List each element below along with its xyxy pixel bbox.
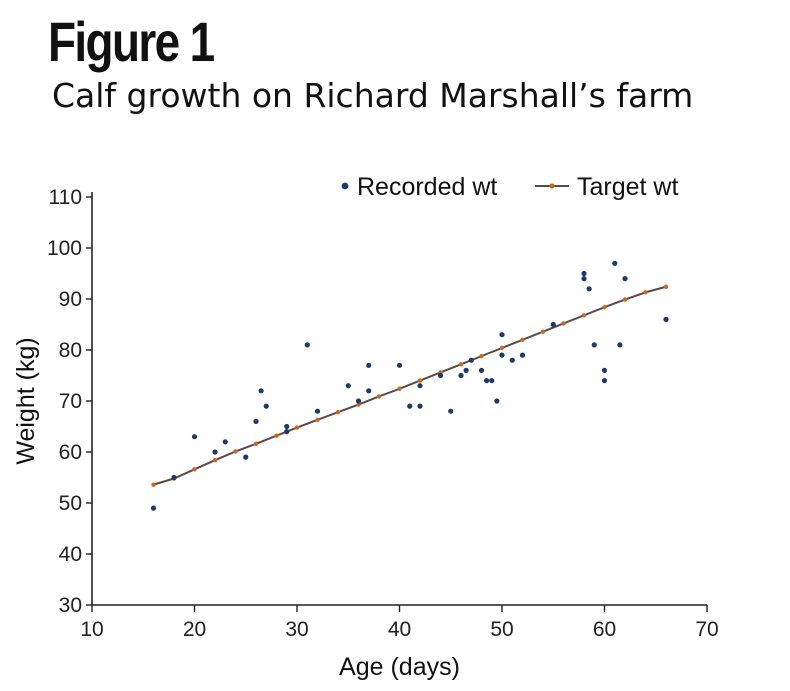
y-tick-label: 70 <box>59 390 82 413</box>
target-weight-point <box>335 410 341 415</box>
recorded-weight-point <box>417 383 423 389</box>
target-weight-point <box>479 353 484 359</box>
recorded-weight-point <box>437 372 444 379</box>
figure-title: Figure 1 <box>48 10 215 73</box>
target-weight-point <box>602 304 607 310</box>
recorded-weight-point <box>617 342 623 348</box>
recorded-weight-point <box>581 276 587 282</box>
recorded-weight-point <box>150 505 157 511</box>
x-tick-label: 70 <box>695 618 718 641</box>
recorded-series <box>150 260 669 511</box>
target-series <box>151 284 669 487</box>
chart-axes: 10 20 30 40 50 60 70 30 40 50 60 70 80 90 100 110 <box>47 186 719 641</box>
recorded-weight-point <box>550 321 556 328</box>
target-weight-point <box>315 417 320 423</box>
chart-legend: Recorded wt Target wt <box>341 173 678 201</box>
recorded-weight-point <box>591 342 597 348</box>
target-weight-point <box>356 402 361 407</box>
recorded-weight-point <box>499 332 505 338</box>
y-tick-label: 100 <box>47 237 82 260</box>
recorded-weight-point <box>284 429 290 435</box>
recorded-weight-point <box>417 403 423 409</box>
recorded-weight-point <box>222 439 228 445</box>
target-weight-point <box>540 329 546 334</box>
recorded-weight-point <box>304 342 310 348</box>
legend-target-label: Target wt <box>577 173 678 201</box>
recorded-weight-point <box>463 367 469 373</box>
target-weight-point <box>151 482 156 487</box>
figure-subtitle: Calf growth on Richard Marshall’s farm <box>52 76 694 115</box>
recorded-weight-point <box>468 357 474 363</box>
recorded-weight-point <box>494 398 500 404</box>
target-weight-point <box>520 337 525 342</box>
target-weight-point <box>212 457 218 463</box>
x-tick-label: 20 <box>183 618 206 641</box>
recorded-weight-point <box>519 352 526 358</box>
target-weight-point <box>458 362 464 367</box>
y-tick-label: 40 <box>59 543 82 566</box>
recorded-weight-point <box>448 408 454 414</box>
recorded-weight-point <box>612 260 618 266</box>
target-weight-point <box>561 321 566 326</box>
legend-target-marker <box>549 183 555 189</box>
recorded-weight-point <box>601 378 608 384</box>
target-weight-line <box>153 285 667 486</box>
recorded-weight-point <box>345 383 351 389</box>
y-tick-label: 80 <box>59 339 82 362</box>
recorded-weight-point <box>366 362 372 368</box>
recorded-weight-point <box>258 388 264 394</box>
x-tick-label: 40 <box>388 618 411 641</box>
y-tick-label: 50 <box>59 492 82 515</box>
y-tick-label: 90 <box>59 288 82 311</box>
target-weight-point <box>643 290 648 295</box>
recorded-weight-point <box>663 316 669 322</box>
recorded-weight-point <box>243 454 249 460</box>
target-weight-point <box>253 441 259 447</box>
recorded-weight-point <box>212 449 218 455</box>
target-weight-point <box>274 433 279 438</box>
recorded-weight-point <box>586 286 592 292</box>
target-weight-point <box>376 394 382 399</box>
target-weight-point <box>397 386 402 391</box>
recorded-weight-point <box>366 388 372 394</box>
recorded-weight-point <box>396 362 403 368</box>
recorded-weight-point <box>284 423 290 430</box>
y-tick-label: 30 <box>59 594 82 617</box>
x-tick-label: 30 <box>285 618 308 641</box>
recorded-weight-point <box>581 270 587 277</box>
target-weight-point <box>622 297 628 302</box>
target-weight-point <box>499 345 505 351</box>
y-tick-label: 60 <box>59 441 82 464</box>
recorded-weight-point <box>489 378 495 384</box>
x-tick-label: 10 <box>80 618 103 641</box>
recorded-weight-point <box>263 403 269 409</box>
x-tick-label: 50 <box>490 618 513 641</box>
target-weight-point <box>581 313 587 318</box>
y-tick-label: 110 <box>49 186 82 209</box>
recorded-weight-point <box>478 367 485 373</box>
target-weight-point <box>663 284 669 289</box>
recorded-weight-point <box>499 352 505 358</box>
legend-recorded-label: Recorded wt <box>357 173 497 201</box>
legend-recorded-marker <box>341 182 349 190</box>
recorded-weight-point <box>191 434 198 440</box>
recorded-weight-point <box>458 372 464 379</box>
recorded-weight-point <box>622 276 628 282</box>
recorded-weight-point <box>407 403 413 409</box>
recorded-weight-point <box>355 398 362 404</box>
recorded-weight-point <box>253 418 259 424</box>
recorded-weight-point <box>509 357 515 363</box>
target-weight-point <box>294 425 300 430</box>
recorded-weight-point <box>314 408 321 414</box>
recorded-weight-point <box>484 378 490 384</box>
recorded-weight-point <box>171 474 177 481</box>
target-weight-point <box>192 467 197 472</box>
y-axis-label: Weight (kg) <box>12 337 40 464</box>
x-axis-label: Age (days) <box>339 653 460 681</box>
x-tick-label: 60 <box>593 618 616 641</box>
target-weight-point <box>417 378 423 383</box>
recorded-weight-point <box>601 367 608 373</box>
target-weight-point <box>233 449 238 454</box>
